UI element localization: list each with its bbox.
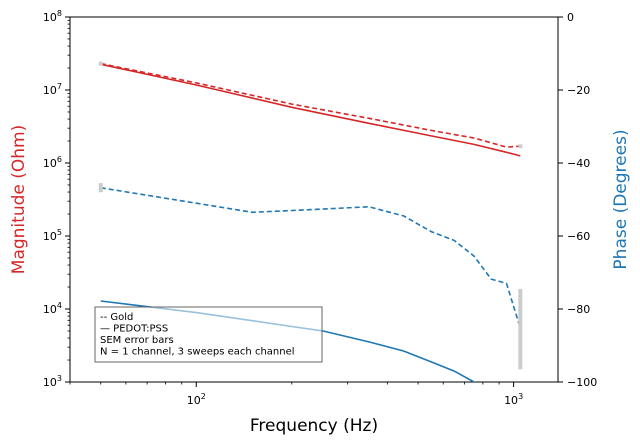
plot-frame: [69, 16, 559, 383]
left-tick-label: 105: [43, 228, 62, 243]
left-tick-label: 106: [43, 155, 62, 170]
x-axis-title: Frequency (Hz): [250, 416, 378, 436]
right-tick-label: −40: [567, 157, 590, 170]
series-line-0: [100, 62, 521, 148]
x-tick-label: 102: [187, 392, 206, 407]
left-tick-label: 107: [43, 82, 62, 97]
series-line-1: [100, 63, 521, 157]
left-tick-label: 108: [43, 9, 62, 24]
x-axis-ticks: 102 103: [69, 382, 523, 407]
series-line-2: [100, 187, 522, 329]
legend-line-sem: SEM error bars: [100, 335, 174, 346]
legend: -- Gold — PEDOT:PSS SEM error bars N = 1…: [94, 306, 323, 363]
x-tick-label: 103: [504, 392, 523, 407]
legend-line-n: N = 1 channel, 3 sweeps each channel: [100, 347, 295, 358]
right-axis-ticks: 0 −20 −40 −60 −80 −100: [558, 11, 597, 389]
left-axis-title: Magnitude (Ohm): [9, 125, 29, 274]
left-axis-ticks: 103 104 105 106 107 108: [43, 9, 70, 389]
right-tick-label: −60: [567, 230, 590, 243]
right-tick-label: 0: [567, 11, 574, 24]
right-tick-label: −20: [567, 84, 590, 97]
right-axis-title: Phase (Degrees): [611, 129, 631, 269]
errorbar-layer: [98, 61, 523, 370]
right-tick-label: −100: [567, 376, 597, 389]
right-tick-label: −80: [567, 303, 590, 316]
legend-box: [94, 306, 323, 363]
left-tick-label: 104: [43, 301, 62, 316]
legend-line-pedot: — PEDOT:PSS: [100, 324, 168, 335]
legend-line-gold: -- Gold: [100, 312, 133, 323]
left-tick-label: 103: [43, 374, 62, 389]
